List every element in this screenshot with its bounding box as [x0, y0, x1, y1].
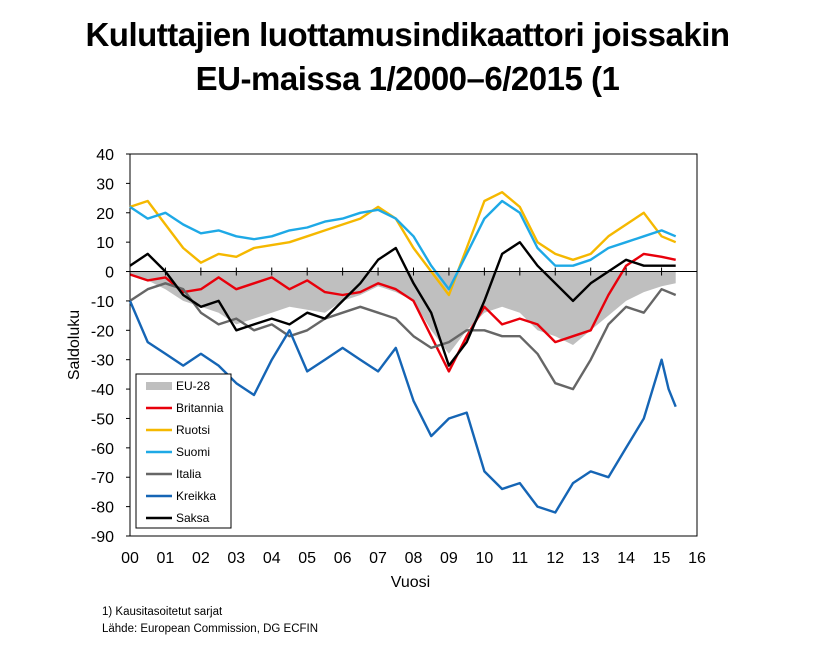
- x-tick-label: 09: [440, 550, 458, 567]
- x-tick-label: 11: [512, 550, 529, 567]
- series-line-saksa: [129, 241, 676, 367]
- y-tick-label: 0: [105, 265, 114, 282]
- x-axis-label: Vuosi: [391, 574, 430, 591]
- legend: EU-28 Britannia Ruotsi Suomi Italia Kreikka Sa…: [135, 373, 232, 529]
- series-area-eu-28: [130, 271, 676, 354]
- y-tick-label: -70: [91, 470, 114, 487]
- x-tick-label: 08: [405, 550, 423, 567]
- x-tick-label: 03: [227, 550, 245, 567]
- chart-title-line-1: Kuluttajien luottamusindikaattori joissa…: [85, 16, 730, 53]
- plot-frame: [129, 153, 698, 537]
- y-tick-label: -20: [91, 323, 114, 340]
- legend-label-suomi: Suomi: [176, 445, 210, 459]
- series-line-italia: [129, 282, 677, 391]
- x-tick-label: 13: [582, 550, 600, 567]
- legend-label-saksa: Saksa: [176, 511, 210, 525]
- x-tick-label: 02: [192, 550, 210, 567]
- legend-label-britannia: Britannia: [176, 401, 224, 415]
- x-tick-label: 07: [369, 550, 387, 567]
- legend-label-italia: Italia: [176, 467, 202, 481]
- y-tick-label: 20: [96, 206, 114, 223]
- x-tick-label: 06: [334, 550, 352, 567]
- y-tick-label: -30: [91, 353, 114, 370]
- legend-label-eu-28: EU-28: [176, 379, 210, 393]
- y-tick-label: -90: [91, 529, 114, 546]
- x-tick-label: 14: [617, 550, 635, 567]
- series-line-ruotsi: [129, 191, 677, 297]
- x-tick-label: 04: [263, 550, 281, 567]
- y-tick-label: 40: [96, 147, 114, 164]
- x-tick-label: 01: [157, 550, 175, 567]
- x-tick-label: 12: [546, 550, 564, 567]
- y-tick-label: 30: [96, 176, 114, 193]
- x-tick-label: 00: [121, 550, 139, 567]
- y-tick-label: 10: [96, 235, 114, 252]
- footnote: 1) Kausitasoitetut sarjat: [102, 606, 223, 618]
- series-line-kreikka: [128, 300, 677, 514]
- y-axis-label: Saldoluku: [66, 310, 83, 380]
- y-tick-label: -80: [91, 500, 114, 517]
- legend-swatch-eu-28: [146, 382, 172, 390]
- source-note: Lähde: European Commission, DG ECFIN: [102, 623, 319, 635]
- chart-title-line-2: EU-maissa 1/2000–6/2015 (1: [195, 60, 620, 97]
- series-line-britannia: [129, 252, 676, 373]
- series-line-suomi: [129, 199, 677, 291]
- y-tick-label: -40: [91, 382, 114, 399]
- legend-label-kreikka: Kreikka: [176, 489, 216, 503]
- y-tick-label: -60: [91, 441, 114, 458]
- x-tick-label: 16: [688, 550, 706, 567]
- x-tick-label: 05: [298, 550, 316, 567]
- x-tick-label: 15: [653, 550, 671, 567]
- y-tick-label: -50: [91, 411, 114, 428]
- x-tick-label: 10: [475, 550, 493, 567]
- legend-label-ruotsi: Ruotsi: [176, 423, 210, 437]
- y-tick-label: -10: [91, 294, 114, 311]
